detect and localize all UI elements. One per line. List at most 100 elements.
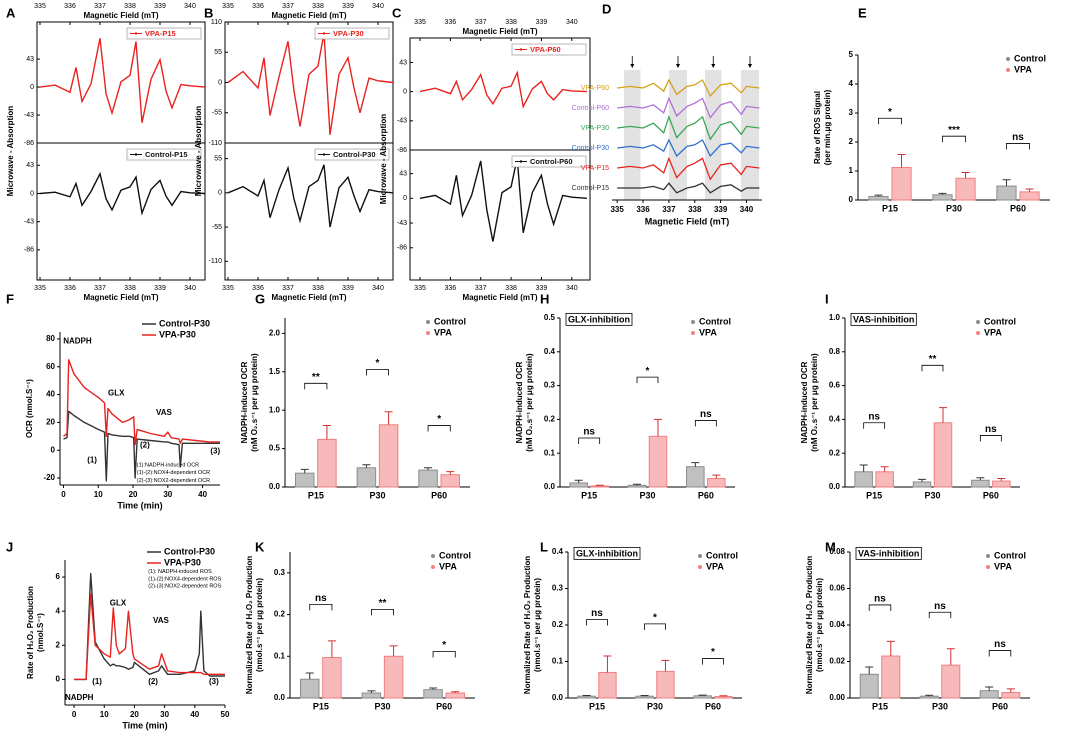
y-tick-label: 1.0 [269, 405, 281, 414]
annotation: (1) [87, 456, 97, 465]
significance-label: * [442, 640, 446, 651]
legend-dot [986, 565, 990, 569]
frame [36, 21, 206, 281]
y-tick-label: 0 [56, 675, 61, 684]
significance-bracket [636, 376, 659, 384]
significance-label: * [376, 358, 380, 369]
error-bar [654, 418, 662, 437]
y-tick-label: 0.2 [544, 415, 556, 424]
significance-bracket [586, 619, 608, 626]
bar [440, 474, 461, 488]
x-tick-label: P30 [374, 701, 390, 711]
x-tick-label: 40 [190, 710, 199, 719]
panel-letter: F [6, 291, 14, 306]
error-bar [961, 171, 970, 179]
error-bar [719, 695, 728, 697]
y-tick-label: 0.3 [552, 584, 564, 593]
x-tick-label: P30 [369, 490, 385, 500]
series-label: Control-P30 [572, 145, 609, 152]
legend-dot [426, 320, 430, 324]
error-bar [367, 690, 376, 693]
bar [707, 478, 726, 488]
x-tick-label: P60 [992, 701, 1008, 711]
y-tick-label: -86 [24, 140, 34, 147]
legend-label: Control [439, 550, 471, 560]
x-tick-label: 337 [662, 205, 676, 214]
legend-label: VPA [439, 561, 457, 571]
y-tick-label: 0 [30, 84, 34, 91]
bar [635, 695, 654, 699]
legend-box [314, 148, 390, 161]
y-tick-label: -43 [24, 112, 34, 119]
bar [569, 482, 588, 488]
legend-dot [1006, 68, 1010, 72]
y-tick-label: 40 [46, 390, 55, 399]
significance-bracket [366, 369, 389, 376]
bar [868, 196, 889, 201]
significance-bracket [878, 117, 902, 125]
legend-dot [976, 331, 980, 335]
bar [423, 689, 443, 699]
legend-dot [519, 160, 523, 163]
x-axis-label: Magnetic Field (mT) [462, 293, 537, 302]
frame [409, 37, 591, 281]
y-axis-label: NADPH-induced OCR [800, 361, 809, 443]
bar [445, 692, 466, 699]
bar [912, 481, 932, 488]
bar [941, 664, 961, 699]
legend-label: VPA [984, 327, 1002, 337]
y-tick-label: 43 [26, 162, 34, 169]
x-tick-label: P15 [866, 490, 882, 500]
panel-title: GLX-inhibition [576, 548, 638, 558]
bar [356, 467, 377, 488]
trace [63, 410, 220, 482]
spectrum [617, 114, 760, 141]
significance-bracket [644, 623, 666, 630]
significance-label: * [888, 107, 892, 118]
error-bar [389, 645, 398, 657]
significance-label: ** [379, 598, 387, 609]
x-tick-label: 336 [636, 205, 650, 214]
x-tick-label: 340 [184, 285, 196, 292]
y-axis-label: Rate of ROS Signal [813, 91, 822, 164]
y-tick-label: 0.2 [274, 610, 286, 619]
x-tick-label: P60 [705, 701, 721, 711]
x-axis-label: Magnetic Field (mT) [271, 293, 346, 302]
legend-dot [698, 554, 702, 558]
x-tick-label: P30 [647, 701, 663, 711]
panel-letter: J [6, 539, 13, 554]
y-axis-label: (nmol.s⁻¹ per μg protein) [815, 578, 824, 672]
legend-label: Control [1014, 53, 1046, 63]
legend-dot [519, 48, 523, 51]
legend-box [511, 155, 587, 168]
y-tick-label: 0.06 [829, 584, 845, 593]
legend-label: VPA [699, 327, 717, 337]
x-tick-label: 337 [282, 285, 294, 292]
bar [686, 466, 705, 488]
annotation: GLX [110, 599, 127, 608]
series-label: Control-P60 [572, 105, 609, 112]
legend-label: Control [699, 316, 731, 326]
y-axis-label: Normalized Rate of H₂O₂ Production [805, 556, 814, 694]
x-tick-label: 20 [129, 490, 138, 499]
spectrum [227, 32, 394, 135]
y-tick-label: 43 [26, 56, 34, 63]
legend-label: Control-P30 [333, 150, 376, 159]
significance-bracket [309, 603, 333, 611]
spectrum [39, 171, 206, 216]
y-tick-label: -43 [24, 219, 34, 226]
significance-label: ** [929, 354, 937, 365]
y-axis-label: NADPH-induced OCR [240, 361, 249, 443]
y-axis-label: Microwave - Absorption [6, 106, 15, 196]
bar [992, 480, 1011, 488]
x-tick-label: 10 [100, 710, 109, 719]
x-tick-label: 335 [34, 3, 46, 10]
error-bar [698, 694, 707, 696]
y-tick-label: 0.1 [552, 657, 564, 666]
bar [590, 485, 609, 488]
x-tick-label: P15 [308, 490, 324, 500]
y-tick-label: 0.8 [829, 347, 841, 356]
y-tick-label: 43 [399, 170, 407, 177]
panel-letter: M [825, 539, 836, 554]
significance-label: ns [583, 427, 595, 438]
